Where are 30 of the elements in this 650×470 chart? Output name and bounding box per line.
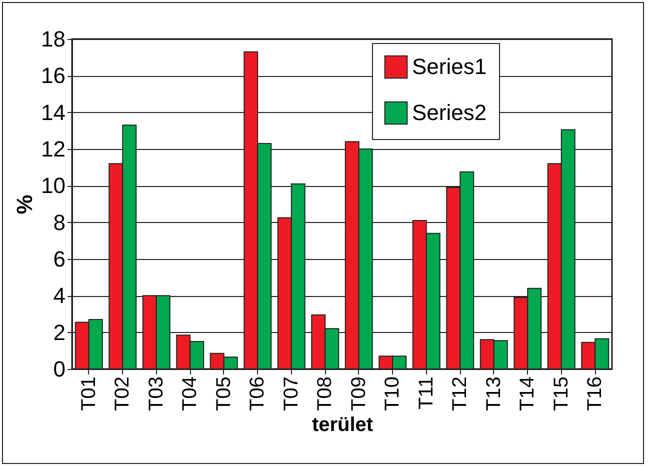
x-tick-label: T06	[246, 376, 269, 411]
y-tick-label: 4	[53, 283, 66, 308]
y-tick-label: 18	[41, 26, 66, 52]
x-tick-label: T15	[550, 376, 572, 411]
y-tick-label: 16	[41, 63, 66, 88]
y-tick-label: 8	[53, 210, 66, 235]
y-tick-label: 14	[41, 100, 66, 125]
x-tick-label: T08	[314, 376, 336, 411]
x-tick-label: T05	[212, 376, 235, 411]
y-tick-label: 10	[41, 173, 66, 198]
x-tick-label: T16	[584, 376, 606, 411]
legend-label: Series1	[412, 54, 487, 79]
x-tick-label: T12	[449, 376, 472, 411]
x-tick-label: T13	[482, 376, 505, 411]
x-tick-label: T10	[382, 376, 404, 411]
y-tick-label: 0	[53, 356, 66, 382]
x-tick-label: T01	[78, 376, 100, 411]
x-tick-label: T04	[179, 376, 202, 411]
legend-label: Series2	[412, 100, 487, 125]
y-tick-label: 6	[53, 246, 66, 272]
x-tick-label: T14	[516, 376, 539, 411]
x-tick-label: T03	[145, 376, 168, 411]
x-tick-label: T07	[280, 376, 302, 411]
x-tick-label: T11	[415, 376, 438, 410]
y-axis-title: %	[12, 194, 38, 214]
x-tick-label: T02	[112, 376, 134, 411]
x-tick-label: T09	[348, 376, 370, 411]
y-tick-label: 12	[41, 136, 66, 162]
y-tick-label: 2	[53, 320, 66, 345]
x-axis-title: terület	[312, 414, 374, 436]
